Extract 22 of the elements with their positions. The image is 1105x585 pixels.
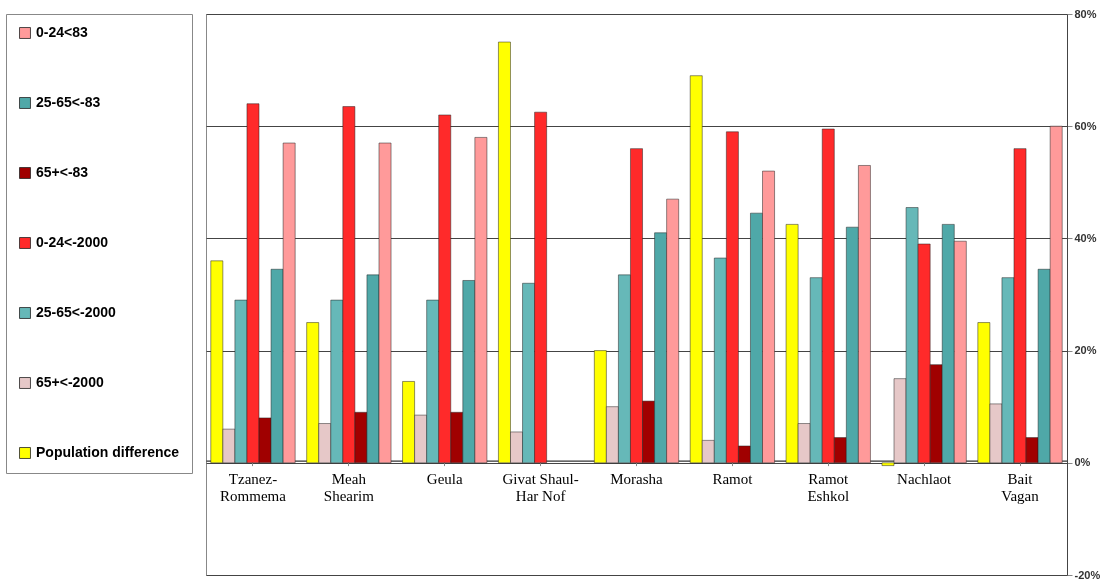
x-tick-label: Meah Shearim (323, 471, 375, 505)
x-tick-label: Givat Shaul-Har Nof (502, 471, 579, 505)
y-tick-label: 20% (1074, 344, 1097, 357)
legend-label: 25-65<-2000 (36, 304, 116, 320)
x-tick-label: Ramot Eshkol (807, 471, 850, 505)
x-tick-label: Nachlaot (897, 471, 953, 488)
y-tick-label: -20% (1074, 568, 1101, 581)
y-tick-label: 0% (1074, 456, 1091, 469)
legend-label: Population difference (36, 444, 180, 460)
legend-label: 25-65<-83 (36, 94, 101, 110)
x-tick-label: Ramot (712, 471, 754, 488)
x-tick-label: Bait Vagan (1001, 471, 1040, 505)
legend-label: 65+<-83 (36, 164, 89, 180)
y-tick-label: 40% (1074, 231, 1097, 244)
y-tick-label: 80% (1074, 7, 1097, 20)
legend-label: 0-24<-2000 (36, 234, 109, 250)
x-tick-label: Morasha (610, 471, 664, 488)
y-tick-label: 60% (1074, 119, 1097, 132)
x-tick-label: Tzanez-Rommema (220, 471, 287, 505)
legend-label: 65+<-2000 (36, 374, 104, 390)
x-tick-label: Geula (426, 471, 463, 488)
legend-label: 0-24<83 (36, 24, 88, 40)
